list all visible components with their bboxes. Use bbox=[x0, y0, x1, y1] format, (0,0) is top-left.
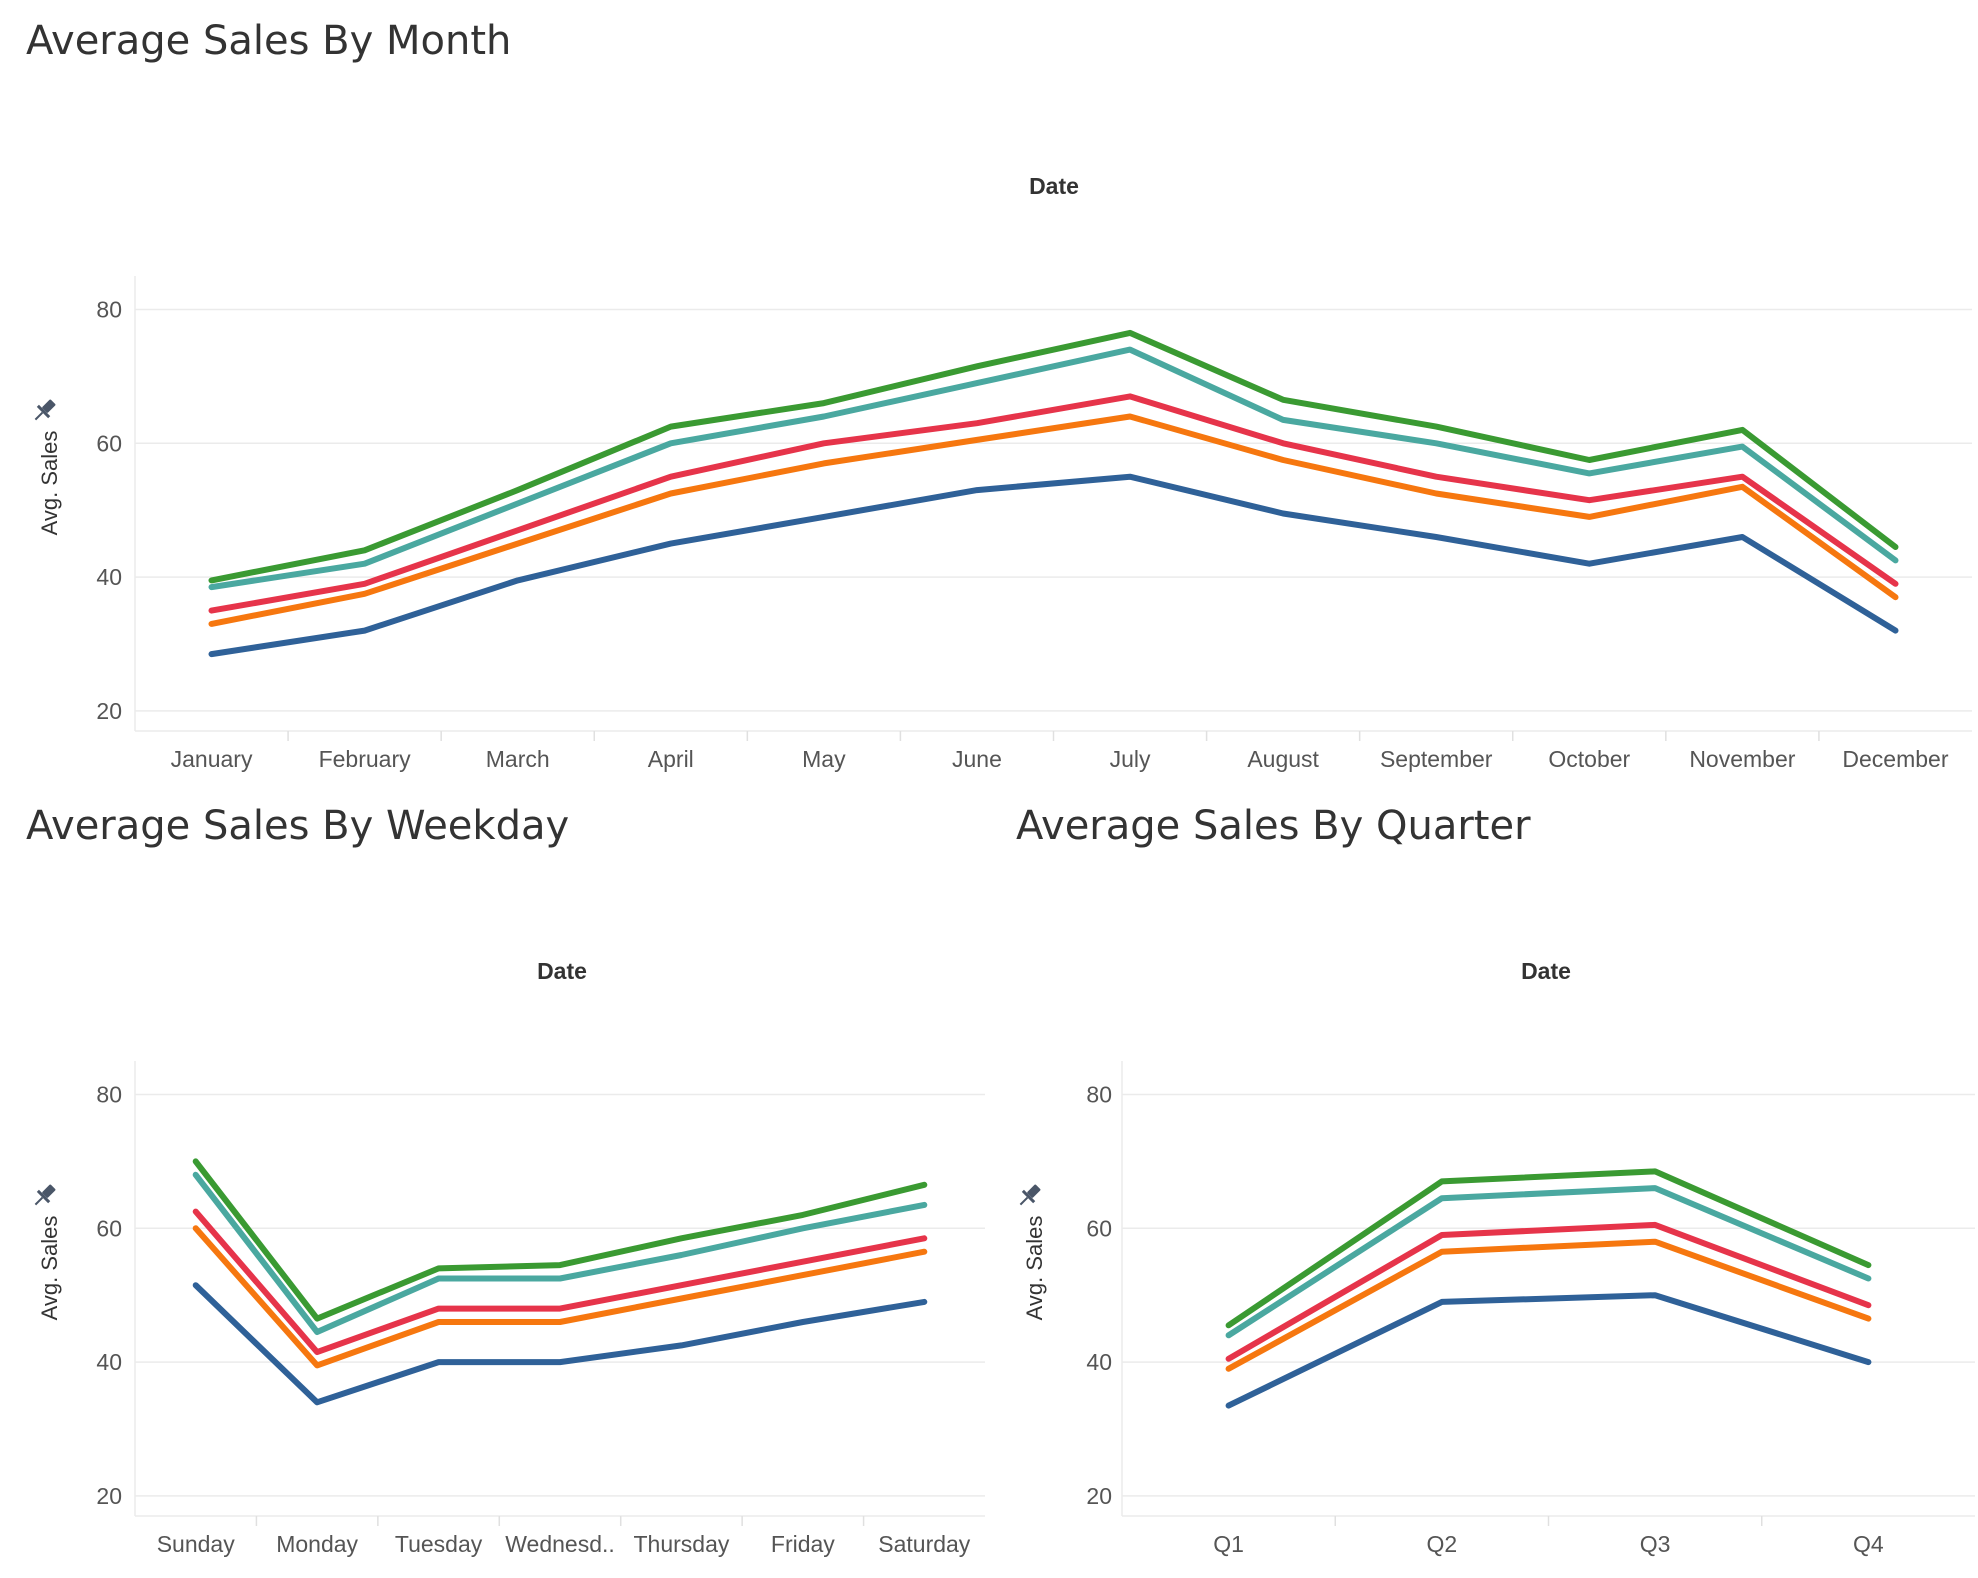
column-header: Date bbox=[537, 958, 587, 984]
x-tick-label: March bbox=[486, 746, 550, 772]
x-tick-label: May bbox=[802, 746, 846, 772]
pin-icon[interactable] bbox=[1015, 1181, 1044, 1210]
x-tick-label: December bbox=[1842, 746, 1948, 772]
x-tick-label: November bbox=[1689, 746, 1795, 772]
series-line[interactable] bbox=[192, 1225, 928, 1369]
quarter-chart-panel: Average Sales By Quarter Date 20 40 60 80 Avg… bbox=[990, 785, 1978, 1578]
month-line-chart: Date 20 40 60 80 Avg. Sales January February Mar… bbox=[30, 173, 1972, 772]
weekday-line-chart: Date 20 40 60 80 Avg. Sales Sunday Monday Tuesda… bbox=[30, 958, 985, 1557]
weekday-chart-title: Average Sales By Weekday bbox=[26, 803, 570, 849]
y-tick-label: 40 bbox=[96, 1349, 122, 1375]
pin-icon[interactable] bbox=[30, 396, 59, 425]
gridlines bbox=[135, 308, 1972, 712]
y-axis-title: Avg. Sales bbox=[37, 431, 62, 536]
x-tick-label: April bbox=[648, 746, 694, 772]
series-line[interactable] bbox=[208, 329, 1899, 584]
x-tick-label: February bbox=[319, 746, 412, 772]
y-tick-label: 80 bbox=[96, 296, 122, 322]
y-axis-title: Avg. Sales bbox=[1022, 1216, 1047, 1321]
x-tick-label: September bbox=[1380, 746, 1493, 772]
pin-icon[interactable] bbox=[30, 1181, 59, 1210]
x-tick-label: Wednesd.. bbox=[505, 1531, 615, 1557]
series-line[interactable] bbox=[1225, 1185, 1872, 1339]
x-tick-label: October bbox=[1548, 746, 1630, 772]
month-chart-title: Average Sales By Month bbox=[26, 18, 512, 64]
x-tick-label: Q4 bbox=[1853, 1531, 1884, 1557]
x-tick-label: Q1 bbox=[1213, 1531, 1244, 1557]
series-line[interactable] bbox=[208, 413, 1899, 627]
y-tick-label: 20 bbox=[96, 1483, 122, 1509]
series-line[interactable] bbox=[208, 346, 1899, 591]
x-tick-label: June bbox=[952, 746, 1002, 772]
series-line[interactable] bbox=[208, 473, 1899, 658]
x-tick-label: Thursday bbox=[633, 1531, 729, 1557]
y-tick-label: 60 bbox=[1086, 1215, 1112, 1241]
y-tick-label: 80 bbox=[1086, 1081, 1112, 1107]
weekday-chart-panel: Average Sales By Weekday Date 20 40 60 80 Avg… bbox=[0, 785, 990, 1578]
x-tick-label: Sunday bbox=[157, 1531, 236, 1557]
x-tick-label: July bbox=[1110, 746, 1151, 772]
x-tick-label: August bbox=[1247, 746, 1319, 772]
quarter-line-chart: Date 20 40 60 80 Avg. Sales Q1 Q2 Q3 Q4 bbox=[1015, 958, 1975, 1557]
gridlines bbox=[135, 1093, 985, 1497]
y-tick-label: 20 bbox=[96, 698, 122, 724]
y-tick-label: 40 bbox=[1086, 1349, 1112, 1375]
column-header: Date bbox=[1521, 958, 1571, 984]
series-line[interactable] bbox=[192, 1171, 928, 1335]
x-tick-label: Q2 bbox=[1427, 1531, 1458, 1557]
column-header: Date bbox=[1029, 173, 1079, 199]
series-line[interactable] bbox=[1225, 1292, 1872, 1409]
y-axis-title: Avg. Sales bbox=[37, 1216, 62, 1321]
x-tick-label: January bbox=[171, 746, 253, 772]
series-line[interactable] bbox=[192, 1282, 928, 1406]
quarter-chart-title: Average Sales By Quarter bbox=[1016, 803, 1531, 849]
series-line[interactable] bbox=[208, 393, 1899, 614]
y-tick-label: 40 bbox=[96, 564, 122, 590]
month-chart-panel: Average Sales By Month Date 20 40 60 80 Avg. … bbox=[0, 0, 1978, 780]
x-tick-label: Monday bbox=[276, 1531, 358, 1557]
series-line[interactable] bbox=[192, 1158, 928, 1322]
x-tick-label: Q3 bbox=[1640, 1531, 1671, 1557]
series-line[interactable] bbox=[1225, 1168, 1872, 1329]
x-tick-label: Saturday bbox=[878, 1531, 971, 1557]
x-tick-label: Friday bbox=[771, 1531, 835, 1557]
y-tick-label: 80 bbox=[96, 1081, 122, 1107]
y-tick-label: 60 bbox=[96, 430, 122, 456]
series-line[interactable] bbox=[1225, 1221, 1872, 1362]
x-tick-label: Tuesday bbox=[395, 1531, 483, 1557]
series-line[interactable] bbox=[192, 1208, 928, 1356]
series-line[interactable] bbox=[1225, 1238, 1872, 1372]
y-tick-label: 60 bbox=[96, 1215, 122, 1241]
y-tick-label: 20 bbox=[1086, 1483, 1112, 1509]
